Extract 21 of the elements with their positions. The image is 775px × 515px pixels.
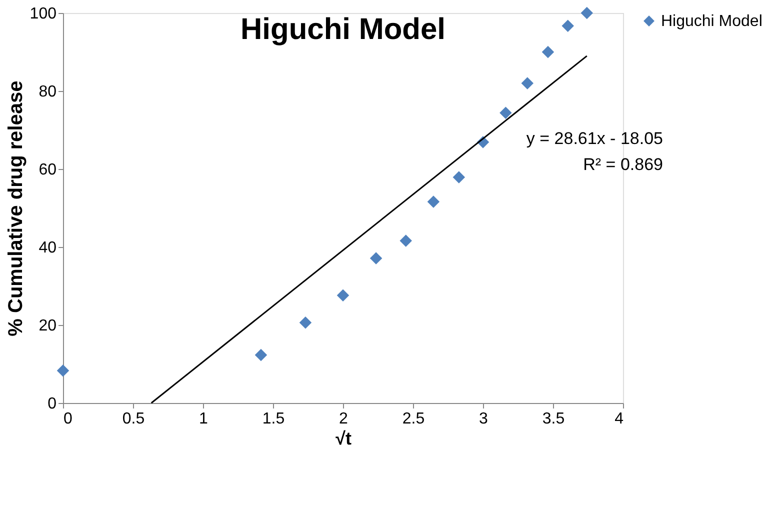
y-axis-title: % Cumulative drug release: [4, 80, 27, 336]
x-tick-label: 4: [614, 410, 624, 428]
annotation: y = 28.61x - 18.05: [526, 129, 663, 148]
y-tick-label: 0: [48, 396, 57, 412]
y-tick-label: 80: [38, 84, 57, 100]
x-tick-label: 2.5: [402, 410, 425, 428]
chart-title: Higuchi Model: [240, 13, 446, 46]
x-tick-label: 2: [339, 410, 348, 428]
legend-label: Higuchi Model: [661, 13, 762, 30]
x-tick-label: 3: [479, 410, 488, 428]
y-tick-label: 100: [30, 6, 57, 22]
annotation: R² = 0.869: [583, 155, 663, 174]
x-tick-label: 0: [64, 410, 72, 428]
y-tick-label: 20: [38, 318, 57, 334]
x-axis-title: √t: [336, 428, 352, 448]
x-tick-label: 1: [199, 410, 208, 428]
y-tick-label: 40: [38, 240, 57, 256]
x-tick-label: 3.5: [542, 410, 565, 428]
x-tick-label: 0.5: [122, 410, 145, 428]
x-tick-label: 1.5: [262, 410, 285, 428]
y-tick-label: 60: [38, 162, 57, 178]
